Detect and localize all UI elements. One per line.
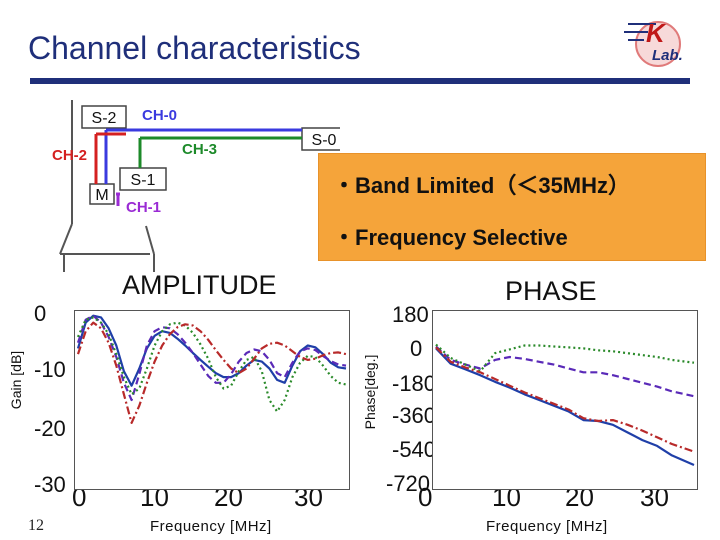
phase-ytick-0: 0 <box>410 336 423 361</box>
phase-ytick-180: 180 <box>392 302 429 327</box>
feature-callout-box: ・Band Limited（＜35MHz） ・Frequency Selecti… <box>318 153 706 261</box>
amp-ytick-1: -10 <box>34 357 66 382</box>
channel-label-ch0: CH-0 <box>142 107 177 124</box>
channel-label-ch3: CH-3 <box>182 141 217 158</box>
amplitude-plot <box>74 310 350 490</box>
phase-ytick-m720: -720 <box>386 471 431 496</box>
phase-plot <box>432 310 698 490</box>
node-s1 <box>119 167 167 191</box>
amp-xlabel: Frequency [MHz] <box>150 518 272 535</box>
phase-ylabel: Phase[deg.] <box>362 354 378 430</box>
phase-title: PHASE <box>505 276 597 306</box>
node-m-label: M <box>95 187 108 204</box>
amplitude-series-line-4 <box>76 321 347 425</box>
bullet-band-limited: ・Band Limited（＜35MHz） <box>333 173 631 198</box>
channel-topology-diagram: S-2 S-0 S-1 M CH-0 CH-3 CH-2 CH-1 <box>52 100 340 272</box>
title-divider <box>30 78 690 84</box>
phase-xlabel: Frequency [MHz] <box>486 518 608 535</box>
slide-title: Channel characteristics <box>28 30 361 66</box>
node-m <box>89 183 115 205</box>
phase-series-line-1 <box>435 347 695 467</box>
phase-ytick-m360: -360 <box>392 403 437 428</box>
node-s2-label: S-2 <box>92 110 117 127</box>
phase-ytick-m180: -180 <box>392 371 437 396</box>
bullet-frequency-selective: ・Frequency Selective <box>333 225 568 250</box>
page-number: 12 <box>28 517 44 534</box>
channel-label-ch1: CH-1 <box>126 199 161 216</box>
node-s0-label: S-0 <box>312 132 337 149</box>
amp-ytick-2: -20 <box>34 416 66 441</box>
amplitude-series-line-3 <box>76 316 347 413</box>
channel-label-ch2: CH-2 <box>52 147 87 164</box>
amp-ytick-0: 0 <box>34 301 47 326</box>
amp-ytick-3: -30 <box>34 472 66 497</box>
node-s2 <box>81 105 127 129</box>
amp-ylabel: Gain [dB] <box>8 350 24 410</box>
amplitude-title: AMPLITUDE <box>122 270 277 300</box>
amplitude-series-line-1 <box>76 314 347 387</box>
phase-series-line-2 <box>435 345 695 398</box>
node-s1-label: S-1 <box>131 172 156 189</box>
logo-lab-text: Lab. <box>652 47 683 64</box>
logo-k-letter: K <box>646 18 667 48</box>
amplitude-series-line-2 <box>76 314 347 402</box>
phase-series-line-3 <box>435 343 695 373</box>
k-lab-logo: K Lab. <box>624 18 683 67</box>
phase-series-line-4 <box>435 346 695 453</box>
phase-xtick-0: 0 <box>418 482 433 512</box>
phase-ytick-m540: -540 <box>392 437 437 462</box>
